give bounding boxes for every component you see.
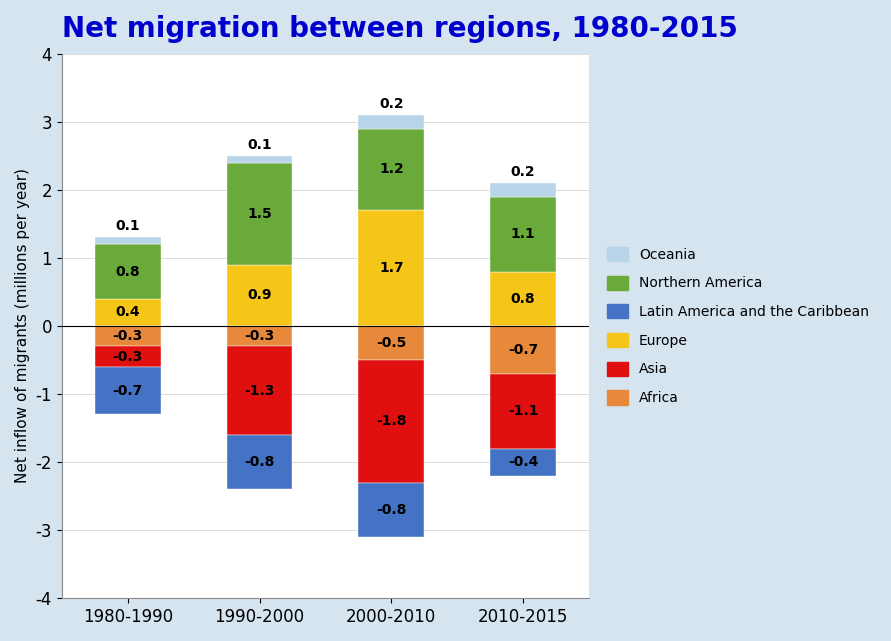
Bar [490, 326, 556, 374]
Text: -0.7: -0.7 [508, 343, 538, 357]
Text: -0.3: -0.3 [112, 329, 143, 343]
Bar [490, 374, 556, 449]
Text: 1.5: 1.5 [247, 206, 272, 221]
Bar [94, 346, 160, 367]
Bar [94, 326, 160, 346]
Bar [490, 272, 556, 326]
Text: 0.2: 0.2 [511, 165, 535, 179]
Bar [94, 367, 160, 415]
Bar [358, 360, 424, 483]
Bar [226, 265, 292, 326]
Text: -0.3: -0.3 [244, 329, 274, 343]
Text: -0.4: -0.4 [508, 455, 538, 469]
Bar [490, 183, 556, 197]
Text: 0.1: 0.1 [247, 138, 272, 152]
Text: 0.2: 0.2 [379, 97, 404, 111]
Bar [490, 449, 556, 476]
Bar [226, 163, 292, 265]
Bar [94, 244, 160, 299]
Text: -0.8: -0.8 [244, 455, 274, 469]
Text: 0.8: 0.8 [115, 265, 140, 278]
Bar [358, 326, 424, 360]
Bar [358, 210, 424, 326]
Text: -0.3: -0.3 [112, 349, 143, 363]
Text: 1.7: 1.7 [379, 261, 404, 275]
Bar [226, 435, 292, 489]
Text: 0.9: 0.9 [248, 288, 272, 303]
Bar [358, 483, 424, 537]
Bar [226, 326, 292, 346]
Text: -1.3: -1.3 [244, 384, 274, 397]
Y-axis label: Net inflow of migrants (millions per year): Net inflow of migrants (millions per yea… [15, 169, 30, 483]
Text: 1.1: 1.1 [511, 227, 535, 241]
Text: -1.1: -1.1 [508, 404, 538, 418]
Text: 0.4: 0.4 [115, 305, 140, 319]
Text: 0.8: 0.8 [511, 292, 535, 306]
Bar [490, 197, 556, 272]
Text: -1.8: -1.8 [376, 414, 406, 428]
Bar [94, 237, 160, 244]
Bar [94, 299, 160, 326]
Text: -0.5: -0.5 [376, 336, 406, 350]
Bar [226, 156, 292, 163]
Text: -0.8: -0.8 [376, 503, 406, 517]
Text: -0.7: -0.7 [112, 384, 143, 397]
Text: 0.1: 0.1 [115, 219, 140, 233]
Bar [358, 115, 424, 129]
Legend: Oceania, Northern America, Latin America and the Caribbean, Europe, Asia, Africa: Oceania, Northern America, Latin America… [601, 241, 874, 411]
Bar [226, 346, 292, 435]
Text: 1.2: 1.2 [379, 162, 404, 176]
Bar [358, 129, 424, 210]
Text: Net migration between regions, 1980-2015: Net migration between regions, 1980-2015 [61, 15, 738, 43]
